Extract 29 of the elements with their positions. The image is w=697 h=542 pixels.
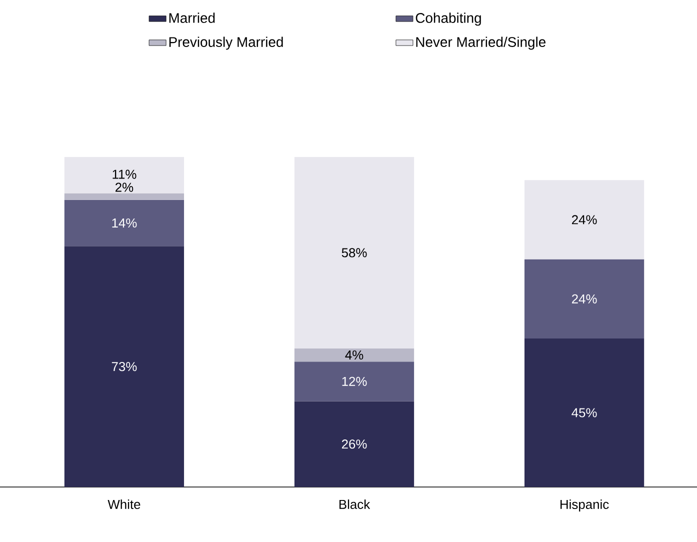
data-label: 45% [572, 408, 597, 418]
bar [524, 180, 644, 260]
data-label: 24% [572, 294, 597, 304]
x-tick-label: White [108, 499, 140, 509]
data-label: 12% [342, 376, 367, 386]
legend-label: Cohabiting [416, 12, 481, 26]
bar [294, 156, 414, 348]
legend-label: Never Married/Single [416, 36, 546, 50]
data-label: 4% [345, 350, 364, 360]
bar [294, 348, 414, 362]
data-label: 24% [572, 215, 597, 224]
bar [64, 193, 184, 200]
data-label: 26% [342, 440, 367, 449]
data-label: 73% [112, 362, 137, 372]
bar [524, 338, 644, 487]
x-tick-label: Black [339, 499, 370, 509]
data-label: 2% [116, 182, 134, 192]
bar [64, 246, 184, 487]
legend-label: Previously Married [169, 36, 283, 50]
x-tick-label: Hispanic [560, 499, 609, 512]
bar [294, 401, 414, 487]
bar [524, 259, 644, 338]
data-label: 14% [112, 218, 137, 228]
bar [64, 156, 184, 194]
data-label: 58% [342, 248, 367, 258]
bar [64, 200, 184, 246]
legend-label: Married [169, 12, 215, 23]
data-label: 11% [112, 170, 136, 179]
bar [294, 362, 414, 402]
